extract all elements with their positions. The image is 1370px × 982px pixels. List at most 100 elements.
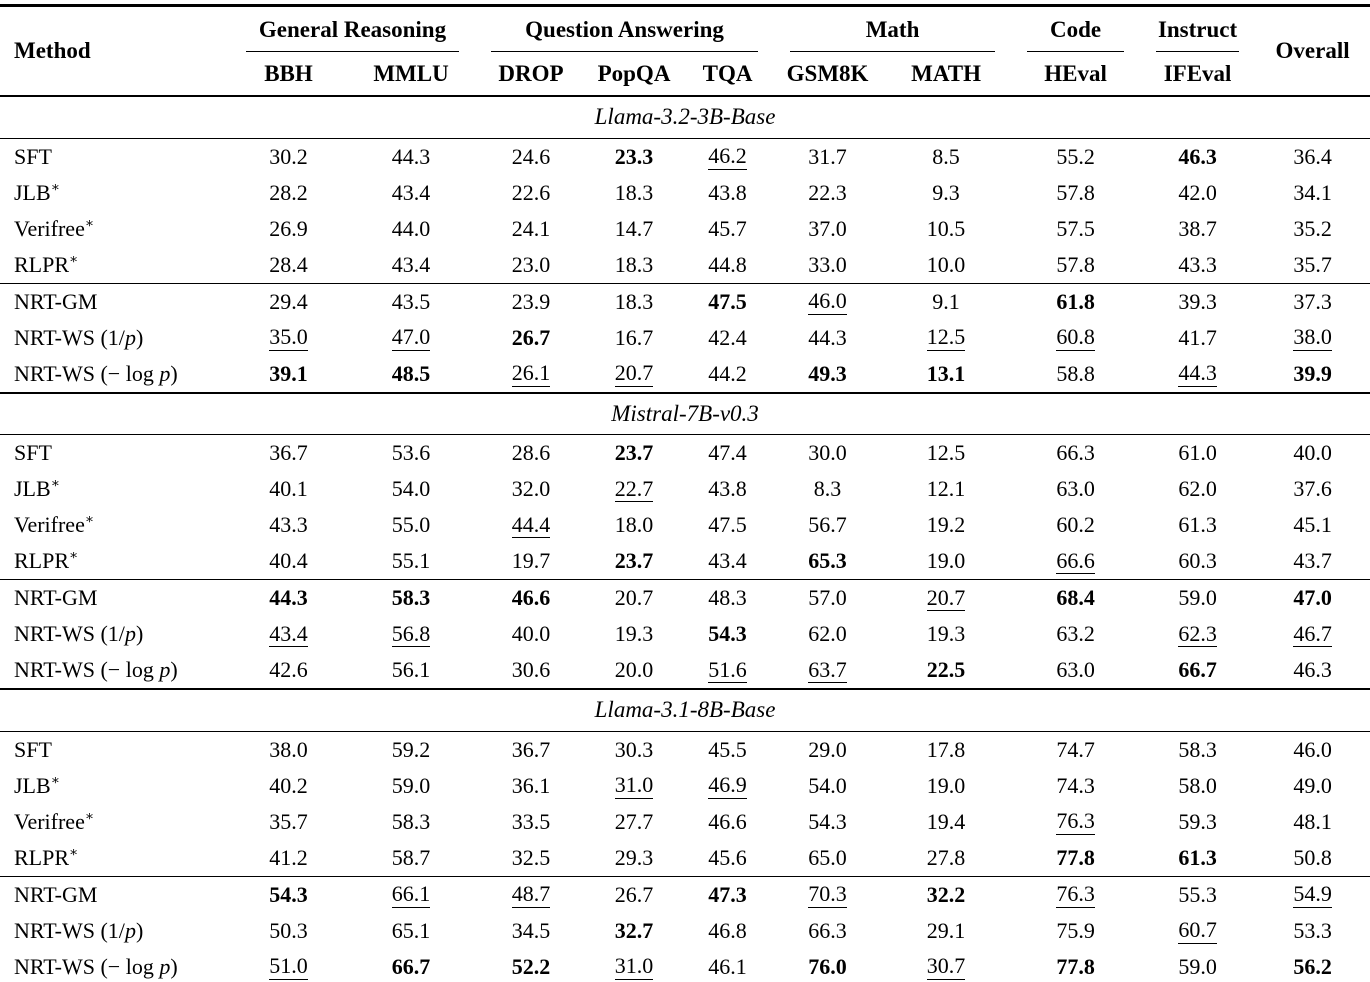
- value-cell: 17.8: [881, 731, 1011, 768]
- metric-value: 46.1: [708, 953, 747, 979]
- metric-value: 42.4: [708, 324, 747, 350]
- metric-value: 66.7: [1178, 657, 1217, 682]
- math-variable: p: [124, 621, 136, 646]
- value-cell: 45.1: [1255, 507, 1370, 543]
- value-cell: 70.3: [774, 876, 881, 913]
- value-cell: 37.0: [774, 211, 881, 247]
- group-header-math: Math: [774, 6, 1011, 53]
- metric-value: 38.0: [1293, 324, 1332, 351]
- value-cell: 46.3: [1255, 652, 1370, 689]
- value-cell: 59.0: [347, 768, 475, 804]
- metric-value: 23.7: [614, 548, 654, 573]
- value-cell: 30.0: [774, 435, 881, 472]
- value-cell: 36.7: [475, 731, 587, 768]
- table-row: RLPR∗ 40.4 55.1 19.7 23.7 43.4 65.3 19.0 66.6 60.…: [0, 543, 1370, 580]
- value-cell: 59.3: [1140, 804, 1255, 840]
- column-header-drop: DROP: [498, 60, 564, 86]
- metric-value: 39.3: [1178, 288, 1217, 314]
- method-name: NRT-WS (− log: [14, 657, 160, 682]
- value-cell: 54.0: [347, 471, 475, 507]
- method-name: ): [170, 360, 178, 386]
- metric-value: 49.3: [808, 360, 847, 386]
- method-name: ): [135, 917, 144, 943]
- metric-value: 74.3: [1056, 772, 1095, 798]
- value-cell: 57.8: [1011, 247, 1140, 284]
- metric-value: 18.0: [614, 512, 654, 537]
- method-cell: NRT-GM: [0, 876, 230, 913]
- value-cell: 44.0: [347, 211, 475, 247]
- superscript-star: ∗: [84, 808, 95, 824]
- metric-value: 43.4: [391, 251, 431, 277]
- value-cell: 28.6: [475, 435, 587, 472]
- metric-value: 44.3: [269, 585, 308, 610]
- value-cell: 27.7: [587, 804, 681, 840]
- method-cell: SFT: [0, 731, 230, 768]
- value-cell: 26.7: [475, 320, 587, 356]
- metric-value: 70.3: [808, 881, 847, 908]
- value-cell: 26.7: [587, 876, 681, 913]
- metric-value: 31.7: [808, 143, 847, 169]
- metric-value: 43.4: [708, 548, 747, 573]
- metric-value: 37.0: [808, 215, 847, 241]
- value-cell: 23.7: [587, 435, 681, 472]
- value-cell: 62.0: [1140, 471, 1255, 507]
- metric-value: 58.3: [391, 808, 431, 834]
- value-cell: 56.2: [1255, 949, 1370, 982]
- metric-value: 43.5: [391, 288, 431, 314]
- metric-value: 66.3: [808, 917, 847, 943]
- metric-value: 51.6: [708, 656, 747, 684]
- method-cell: Verifree∗: [0, 507, 230, 543]
- metric-value: 68.4: [1056, 585, 1095, 610]
- metric-value: 19.3: [614, 621, 654, 646]
- table-row: NRT-WS (− log p) 51.0 66.7 52.2 31.0 46.1 76.0…: [0, 949, 1370, 982]
- superscript-star: ∗: [69, 547, 79, 563]
- value-cell: 47.5: [681, 507, 774, 543]
- metric-value: 18.3: [614, 288, 654, 314]
- value-cell: 74.7: [1011, 731, 1140, 768]
- metric-value: 32.0: [511, 476, 551, 501]
- method-cell: NRT-GM: [0, 283, 230, 320]
- metric-value: 44.2: [708, 360, 747, 386]
- value-cell: 19.7: [475, 543, 587, 580]
- method-name: RLPR: [14, 548, 70, 573]
- value-cell: 48.5: [347, 356, 475, 393]
- metric-value: 19.2: [926, 512, 966, 537]
- method-name: NRT-GM: [14, 881, 98, 907]
- group-header-row: Method General Reasoning Question Answerin…: [0, 6, 1370, 64]
- value-cell: 30.7: [881, 949, 1011, 982]
- metric-value: 46.0: [808, 288, 847, 315]
- metric-value: 44.3: [391, 143, 431, 169]
- value-cell: 31.0: [587, 768, 681, 804]
- value-cell: 46.0: [1255, 731, 1370, 768]
- metric-value: 43.7: [1293, 548, 1332, 573]
- value-cell: 33.0: [774, 247, 881, 284]
- metric-value: 40.0: [1293, 440, 1332, 465]
- value-cell: 46.6: [475, 580, 587, 617]
- table-row: SFT 30.2 44.3 24.6 23.3 46.2 31.7 8.5 55.2 46.3 36…: [0, 138, 1370, 175]
- value-cell: 22.3: [774, 175, 881, 211]
- metric-value: 45.1: [1293, 512, 1332, 537]
- value-cell: 38.0: [1255, 320, 1370, 356]
- method-name: ): [170, 657, 178, 682]
- metric-value: 41.7: [1178, 324, 1217, 350]
- metric-value: 19.3: [926, 621, 966, 646]
- value-cell: 62.0: [774, 616, 881, 652]
- table-row: NRT-GM 54.3 66.1 48.7 26.7 47.3 70.3 32.2 76.3 55…: [0, 876, 1370, 913]
- value-cell: 24.1: [475, 211, 587, 247]
- value-cell: 44.3: [774, 320, 881, 356]
- value-cell: 22.6: [475, 175, 587, 211]
- value-cell: 44.3: [347, 138, 475, 175]
- metric-value: 46.6: [708, 808, 747, 834]
- value-cell: 22.5: [881, 652, 1011, 689]
- value-cell: 28.4: [230, 247, 347, 284]
- value-cell: 34.1: [1255, 175, 1370, 211]
- math-variable: p: [159, 657, 171, 682]
- value-cell: 44.8: [681, 247, 774, 284]
- value-cell: 29.1: [881, 913, 1011, 949]
- metric-value: 62.0: [1178, 476, 1217, 501]
- metric-value: 54.0: [391, 476, 431, 501]
- metric-value: 36.1: [511, 772, 551, 798]
- value-cell: 41.2: [230, 840, 347, 877]
- value-cell: 36.4: [1255, 138, 1370, 175]
- value-cell: 48.1: [1255, 804, 1370, 840]
